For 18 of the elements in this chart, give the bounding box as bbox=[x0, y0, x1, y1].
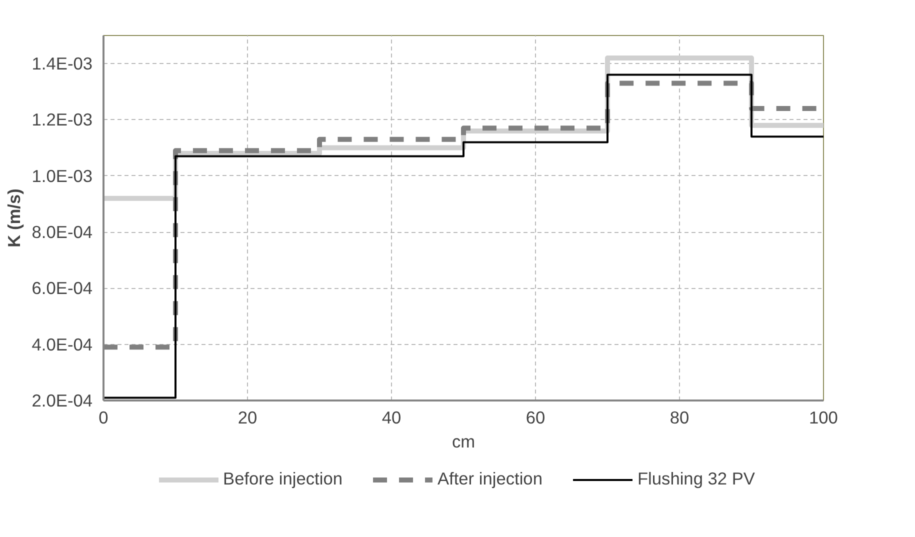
x-tick-label: 0 bbox=[98, 408, 108, 428]
x-axis-title: cm bbox=[452, 432, 476, 452]
x-tick-label: 80 bbox=[670, 408, 690, 428]
y-tick-label: 1.4E-03 bbox=[32, 54, 93, 74]
y-axis-title: K (m/s) bbox=[4, 188, 24, 248]
x-tick-label: 60 bbox=[526, 408, 546, 428]
legend-label: Before injection bbox=[223, 468, 342, 490]
legend-label: After injection bbox=[437, 468, 542, 490]
x-tick-label: 100 bbox=[809, 408, 838, 428]
y-tick-label: 8.0E-04 bbox=[32, 222, 93, 242]
y-tick-label: 6.0E-04 bbox=[32, 278, 93, 298]
x-tick-label: 40 bbox=[382, 408, 402, 428]
y-tick-label: 1.2E-03 bbox=[32, 110, 93, 130]
x-tick-label: 20 bbox=[238, 408, 258, 428]
legend-label: Flushing 32 PV bbox=[637, 468, 755, 490]
y-tick-label: 1.0E-03 bbox=[32, 166, 93, 186]
y-tick-label: 2.0E-04 bbox=[32, 390, 93, 410]
y-tick-label: 4.0E-04 bbox=[32, 334, 93, 354]
